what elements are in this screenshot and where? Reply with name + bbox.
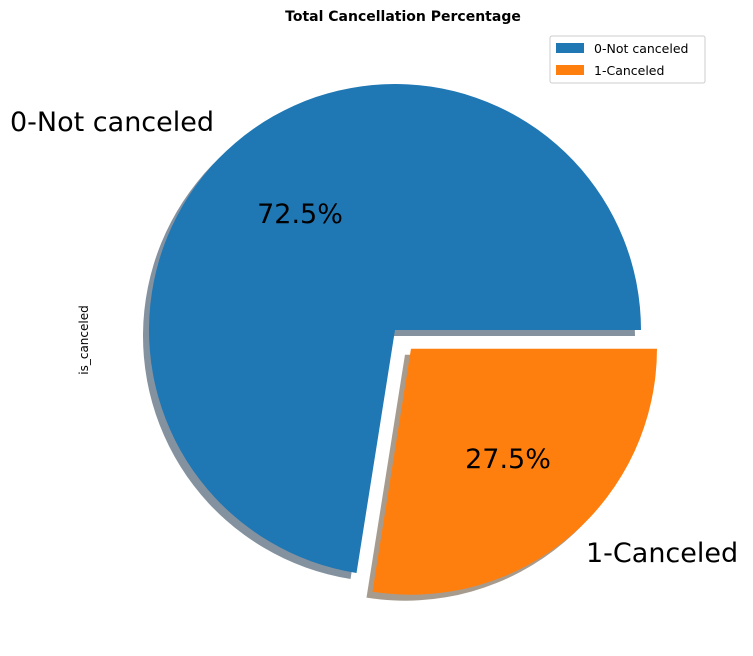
legend-entry-canceled: 1-Canceled xyxy=(594,63,664,78)
percent-label-canceled: 27.5% xyxy=(465,444,551,475)
pie-slices xyxy=(148,83,657,595)
percent-labels: 72.5% 27.5% xyxy=(257,199,551,475)
percent-label-not-canceled: 72.5% xyxy=(257,199,343,230)
legend-swatch-canceled xyxy=(556,65,584,75)
y-axis-label: is_canceled xyxy=(77,305,91,374)
slice-labels: 0-Not canceled 1-Canceled xyxy=(10,107,738,569)
legend-entry-not-canceled: 0-Not canceled xyxy=(594,41,688,56)
chart-title: Total Cancellation Percentage xyxy=(285,9,521,25)
legend-swatch-not-canceled xyxy=(556,43,584,53)
pie-slice-canceled xyxy=(372,348,657,595)
slice-label-not-canceled: 0-Not canceled xyxy=(10,107,214,138)
legend: 0-Not canceled 1-Canceled xyxy=(549,35,706,84)
legend-box xyxy=(549,35,706,84)
slice-label-canceled: 1-Canceled xyxy=(586,538,738,569)
pie-slice-not-canceled xyxy=(148,83,641,573)
